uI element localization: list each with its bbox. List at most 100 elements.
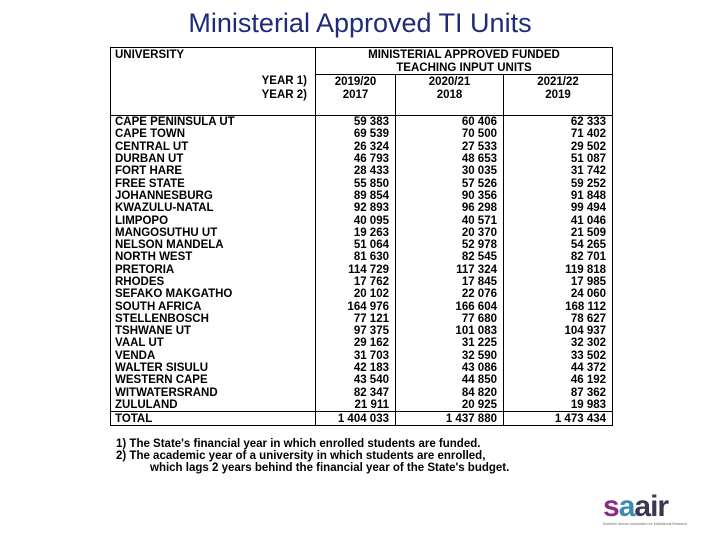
university-name: CENTRAL UT	[110, 140, 316, 153]
footnote-1: 1) The State's financial year in which e…	[116, 438, 481, 450]
blank-cell	[315, 101, 396, 116]
ti-units-value: 71 402	[502, 128, 614, 141]
university-name: SOUTH AFRICA	[110, 300, 316, 313]
ti-units-value: 168 112	[502, 300, 614, 313]
ti-units-value: 84 820	[395, 386, 504, 399]
logo-letter: s	[603, 490, 620, 523]
blank-cell	[502, 101, 614, 116]
page-title: Ministerial Approved TI Units	[188, 8, 532, 38]
ti-units-value: 77 121	[315, 312, 396, 326]
university-name: WESTERN CAPE	[110, 374, 316, 387]
ti-units-value: 70 500	[395, 128, 504, 141]
ti-units-value: 164 976	[315, 300, 396, 313]
funded-header-line2: TEACHING INPUT UNITS	[314, 61, 614, 75]
table-row: JOHANNESBURG 89 854 90 356 91 848	[110, 189, 614, 203]
ti-units-value: 82 701	[502, 251, 614, 264]
table-row: DURBAN UT 46 793 48 653 51 087	[110, 152, 614, 166]
ti-units-value: 91 848	[502, 189, 614, 203]
ti-units-value: 41 046	[502, 214, 614, 227]
total-row: TOTAL 1 404 033 1 437 880 1 473 434	[110, 411, 614, 427]
ti-units-value: 92 893	[315, 202, 396, 215]
ti-units-value: 28 433	[315, 165, 396, 178]
header-row-2: TEACHING INPUT UNITS	[110, 61, 614, 75]
units-table: UNIVERSITY MINISTERIAL APPROVED FUNDED T…	[110, 47, 614, 427]
university-name: FREE STATE	[110, 177, 316, 190]
year1-row: YEAR 1) 2019/20 2020/21 2021/22	[110, 74, 614, 88]
table-row: TSHWANE UT 97 375 101 083 104 937	[110, 325, 614, 338]
ti-units-value: 89 854	[315, 189, 396, 203]
table-row: ZULULAND 21 911 20 925 19 983	[110, 398, 614, 412]
header-row-1: UNIVERSITY MINISTERIAL APPROVED FUNDED	[110, 47, 614, 61]
ti-units-value: 31 742	[502, 165, 614, 178]
university-name: STELLENBOSCH	[110, 312, 316, 326]
university-name: JOHANNESBURG	[110, 189, 316, 203]
ti-units-value: 82 347	[315, 386, 396, 399]
logo-letter: ir	[650, 490, 669, 523]
university-name: SEFAKO MAKGATHO	[110, 288, 316, 301]
university-name: TSHWANE UT	[110, 325, 316, 338]
ti-units-value: 29 502	[502, 140, 614, 153]
ti-units-value: 17 762	[315, 275, 396, 289]
footnotes: 1) The State's financial year in which e…	[116, 438, 616, 475]
ti-units-value: 119 818	[502, 263, 614, 276]
table-row: VAAL UT 29 162 31 225 32 302	[110, 337, 614, 350]
funded-header-line1: MINISTERIAL APPROVED FUNDED	[314, 47, 614, 61]
ti-units-value: 59 252	[502, 177, 614, 190]
total-label: TOTAL	[110, 411, 316, 427]
university-name: LIMPOPO	[110, 214, 316, 227]
ti-units-value: 17 985	[502, 275, 614, 289]
fin-year-cell: 2020/21	[395, 74, 504, 88]
ti-units-value: 90 356	[395, 189, 504, 203]
ti-units-value: 44 372	[502, 361, 614, 375]
table-row: RHODES 17 762 17 845 17 985	[110, 275, 614, 289]
ti-units-value: 32 590	[395, 349, 504, 362]
university-name: MANGOSUTHU UT	[110, 226, 316, 239]
total-value: 1 437 880	[395, 411, 504, 427]
ti-units-value: 57 526	[395, 177, 504, 190]
table-row: SEFAKO MAKGATHO 20 102 22 076 24 060	[110, 288, 614, 301]
ti-units-value: 69 539	[315, 128, 396, 141]
ti-units-value: 114 729	[315, 263, 396, 276]
acad-year-cell: 2018	[395, 88, 504, 101]
ti-units-value: 60 406	[395, 115, 504, 129]
logo-letter: a	[634, 490, 651, 523]
ti-units-value: 30 035	[395, 165, 504, 178]
ti-units-value: 82 545	[395, 251, 504, 264]
university-name: CAPE PENINSULA UT	[110, 115, 316, 129]
ti-units-value: 17 845	[395, 275, 504, 289]
table-row: WALTER SISULU 42 183 43 086 44 372	[110, 361, 614, 375]
table-row: CAPE TOWN 69 539 70 500 71 402	[110, 128, 614, 141]
ti-units-value: 59 383	[315, 115, 396, 129]
ti-units-value: 51 064	[315, 238, 396, 252]
ti-units-value: 22 076	[395, 288, 504, 301]
year2-row: YEAR 2) 2017 2018 2019	[110, 88, 614, 101]
table-row: STELLENBOSCH 77 121 77 680 78 627	[110, 312, 614, 326]
ti-units-value: 29 162	[315, 337, 396, 350]
table-row: FREE STATE 55 850 57 526 59 252	[110, 177, 614, 190]
table-row: CENTRAL UT 26 324 27 533 29 502	[110, 140, 614, 153]
logo-letter: a	[618, 490, 636, 523]
table-row: FORT HARE 28 433 30 035 31 742	[110, 165, 614, 178]
ti-units-value: 104 937	[502, 325, 614, 338]
blank-cell	[110, 61, 316, 75]
ti-units-value: 62 333	[502, 115, 614, 129]
ti-units-value: 42 183	[315, 361, 396, 375]
ti-units-value: 43 086	[395, 361, 504, 375]
ti-units-value: 46 793	[315, 152, 396, 166]
university-name: DURBAN UT	[110, 152, 316, 166]
university-name: VAAL UT	[110, 337, 316, 350]
table-row: NORTH WEST 81 630 82 545 82 701	[110, 251, 614, 264]
university-name: WITWATERSRAND	[110, 386, 316, 399]
university-name: RHODES	[110, 275, 316, 289]
table-row: NELSON MANDELA 51 064 52 978 54 265	[110, 238, 614, 252]
ti-units-value: 27 533	[395, 140, 504, 153]
fin-year-cell: 2021/22	[502, 74, 614, 88]
spacer-row	[110, 101, 614, 116]
ti-units-value: 97 375	[315, 325, 396, 338]
ti-units-value: 40 095	[315, 214, 396, 227]
table-row: SOUTH AFRICA 164 976 166 604 168 112	[110, 300, 614, 313]
ti-units-value: 33 502	[502, 349, 614, 362]
acad-year-cell: 2019	[502, 88, 614, 101]
ti-units-value: 20 102	[315, 288, 396, 301]
university-name: FORT HARE	[110, 165, 316, 178]
